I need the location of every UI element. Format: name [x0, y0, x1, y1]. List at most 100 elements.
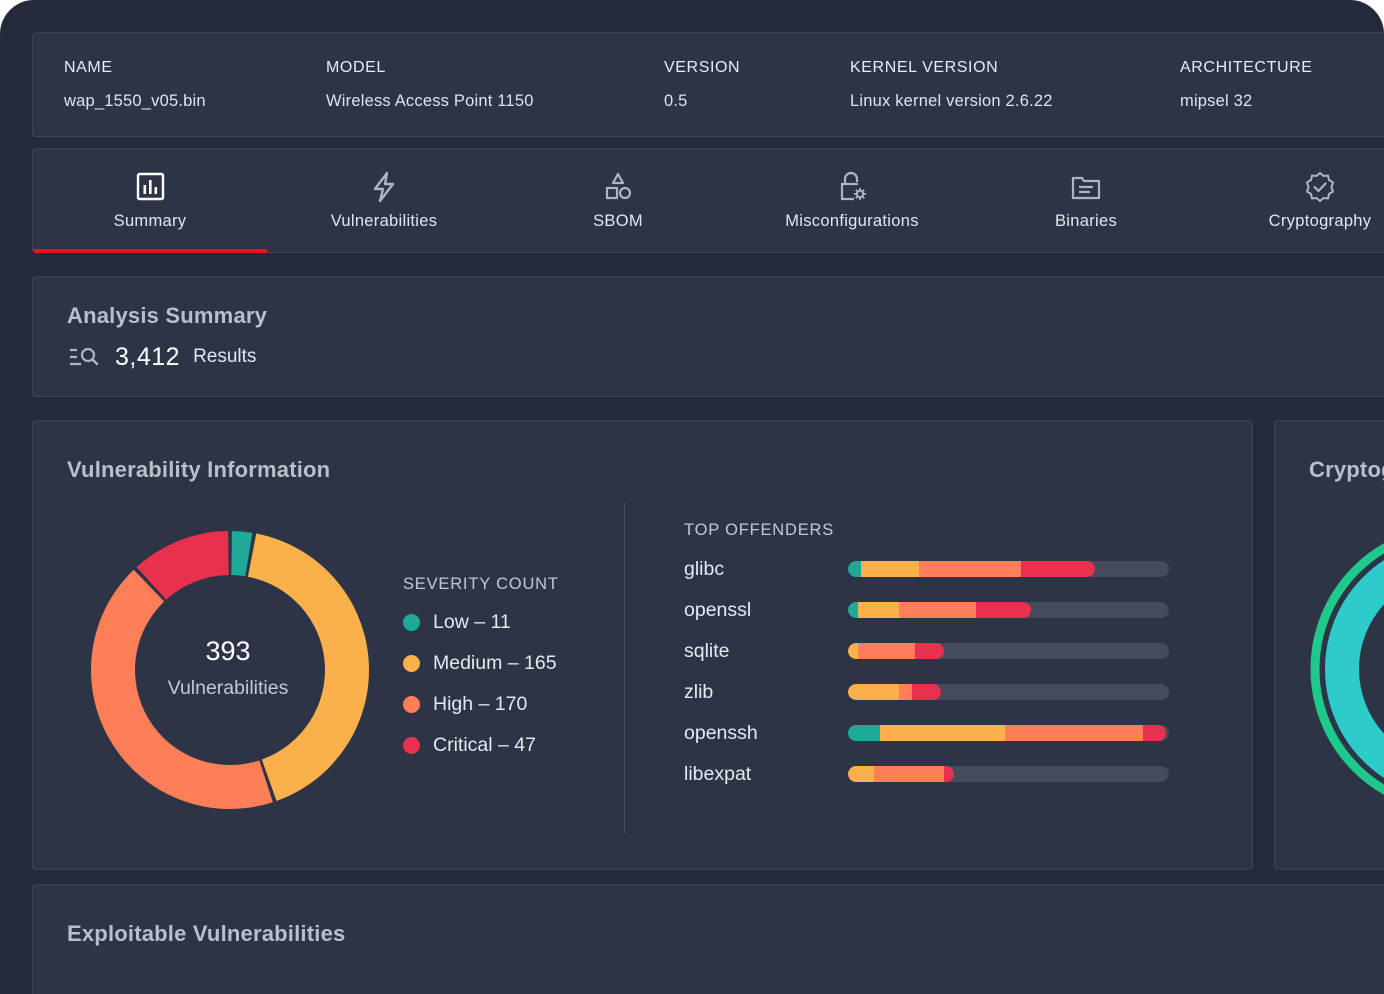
crypto-outer-ring [1310, 543, 1384, 795]
donut-slice-medium[interactable] [247, 533, 370, 801]
tab-summary-label: Summary [113, 212, 187, 230]
analysis-summary-title: Analysis Summary [67, 303, 268, 328]
legend-high-label: High – 170 [433, 693, 528, 715]
offender-segment-high [899, 684, 913, 700]
legend-high: High – 170 [403, 693, 527, 716]
name-label: NAME [64, 59, 113, 76]
offender-segment-critical [915, 643, 945, 659]
offender-segment-low [848, 561, 861, 577]
offender-name[interactable]: libexpat [684, 763, 752, 785]
offender-segment-critical [944, 766, 954, 782]
cryptography-title: Cryptography [1309, 457, 1384, 482]
donut-total: 393 [205, 636, 250, 666]
shapes-icon [605, 172, 632, 200]
list-search-icon [70, 347, 99, 366]
results-count: 3,412 [115, 342, 181, 371]
kernel-value: Linux kernel version 2.6.22 [850, 92, 1053, 110]
legend-high-dot [403, 696, 420, 713]
tab-vulnerabilities[interactable]: Vulnerabilities [267, 149, 501, 253]
info-architecture: ARCHITECTURE mipsel 32 [1180, 59, 1313, 111]
lightning-icon [373, 171, 395, 203]
tab-binaries-label: Binaries [1054, 212, 1117, 230]
crypto-inner-ring [1325, 560, 1384, 778]
tab-misconfigurations-label: Misconfigurations [785, 212, 919, 230]
bar-chart-icon [136, 172, 165, 201]
model-label: MODEL [326, 59, 386, 76]
badge-check-icon [1306, 172, 1334, 202]
offender-segment-high [899, 602, 977, 618]
offender-bar[interactable] [848, 684, 1169, 700]
tab-sbom[interactable]: SBOM [501, 149, 735, 253]
kernel-label: KERNEL VERSION [850, 59, 999, 76]
offender-segment-high [857, 643, 916, 659]
version-value: 0.5 [664, 92, 688, 110]
offender-segment-medium [848, 643, 858, 659]
donut-slice-critical[interactable] [136, 531, 229, 600]
analysis-summary-panel: Analysis Summary 3,412 Results [32, 276, 1384, 397]
results-label: Results [193, 346, 257, 367]
info-name: NAME wap_1550_v05.bin [64, 59, 206, 111]
legend-low-dot [403, 614, 420, 631]
offender-name[interactable]: zlib [684, 681, 714, 703]
tab-vulnerabilities-label: Vulnerabilities [330, 212, 438, 230]
offender-bar[interactable] [848, 725, 1169, 741]
section-divider [624, 503, 625, 833]
info-kernel: KERNEL VERSION Linux kernel version 2.6.… [850, 59, 1053, 111]
offender-bar[interactable] [848, 561, 1169, 577]
firmware-info-panel: NAME wap_1550_v05.bin MODEL Wireless Acc… [32, 32, 1384, 137]
offender-name[interactable]: openssh [684, 722, 758, 744]
offender-segment-low [848, 725, 881, 741]
vulnerability-information-title: Vulnerability Information [67, 457, 331, 482]
legend-low: Low – 11 [403, 611, 511, 634]
offender-name[interactable]: glibc [684, 558, 725, 580]
exploitable-vulnerabilities-title: Exploitable Vulnerabilities [67, 921, 346, 946]
offender-segment-high [918, 561, 1022, 577]
severity-donut-chart: 393 Vulnerabilities [91, 531, 370, 809]
tab-cryptography-label: Cryptography [1268, 212, 1372, 230]
offender-segment-high [1005, 725, 1144, 741]
offender-segment-critical [1021, 561, 1096, 577]
offender-segment-critical [912, 684, 942, 700]
tab-summary[interactable]: Summary [33, 149, 267, 253]
offender-segment-high [873, 766, 945, 782]
offender-bar[interactable] [848, 766, 1169, 782]
legend-critical-label: Critical – 47 [433, 734, 536, 756]
exploitable-vulnerabilities-panel: Exploitable Vulnerabilities [32, 884, 1384, 994]
tab-sbom-label: SBOM [593, 212, 643, 230]
donut-slice-low[interactable] [231, 531, 253, 577]
architecture-label: ARCHITECTURE [1180, 59, 1313, 76]
severity-count-title: SEVERITY COUNT [403, 575, 559, 593]
legend-critical: Critical – 47 [403, 734, 536, 757]
vulnerability-information-panel: Vulnerability Information 393 Vulnerabil… [32, 420, 1253, 870]
donut-slice-high[interactable] [91, 569, 273, 809]
folder-icon [1071, 176, 1101, 200]
cryptography-panel: Cryptography [1274, 420, 1384, 870]
results-row: 3,412 Results [69, 341, 256, 373]
legend-medium: Medium – 165 [403, 652, 557, 675]
offender-name[interactable]: openssl [684, 599, 752, 621]
cryptography-donut-chart [1310, 543, 1384, 795]
lock-gear-icon [840, 171, 866, 201]
offender-segment-critical [1143, 725, 1166, 741]
offender-bar[interactable] [848, 602, 1169, 618]
tab-cryptography[interactable]: Cryptography [1203, 149, 1384, 253]
model-value: Wireless Access Point 1150 [326, 92, 534, 110]
tab-misconfigurations[interactable]: Misconfigurations [735, 149, 969, 253]
top-offenders-title: TOP OFFENDERS [684, 521, 835, 539]
offender-segment-medium [848, 684, 900, 700]
offender-bar[interactable] [848, 643, 1169, 659]
tab-binaries[interactable]: Binaries [969, 149, 1203, 253]
version-label: VERSION [664, 59, 741, 76]
info-version: VERSION 0.5 [664, 59, 740, 111]
architecture-value: mipsel 32 [1180, 92, 1253, 110]
tab-bar: Summary Vulnerabilities SBOM Misconfig [32, 148, 1384, 253]
offender-name[interactable]: sqlite [684, 640, 730, 662]
legend-low-label: Low – 11 [433, 611, 511, 633]
offender-segment-critical [976, 602, 1031, 618]
donut-total-label: Vulnerabilities [168, 677, 289, 699]
offender-segment-medium [860, 561, 919, 577]
offender-segment-medium [880, 725, 1006, 741]
legend-medium-label: Medium – 165 [433, 652, 557, 674]
offender-segment-medium [848, 766, 874, 782]
